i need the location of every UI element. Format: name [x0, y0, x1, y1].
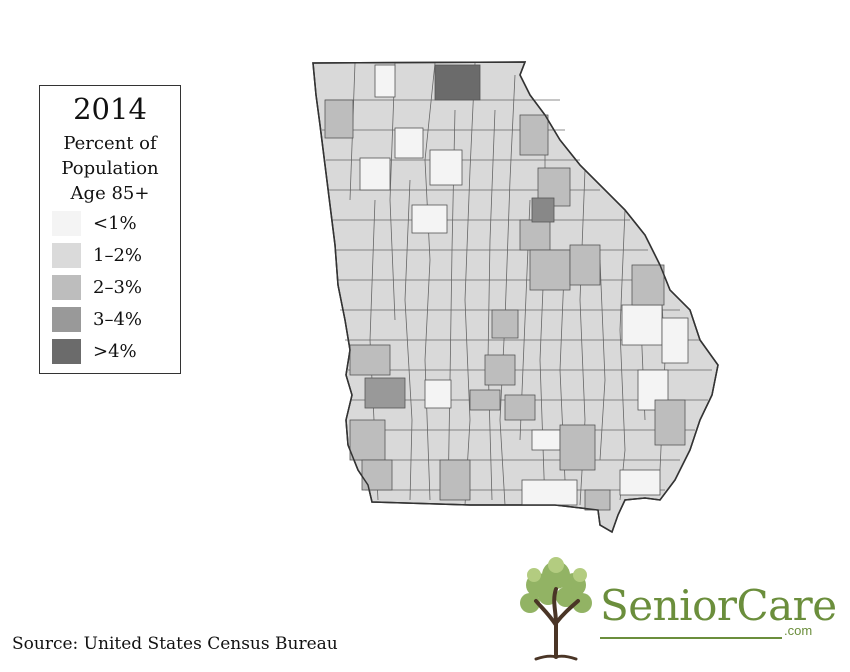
county-gt4 — [434, 64, 481, 101]
county-lt1 — [621, 304, 663, 346]
legend-swatch — [52, 275, 81, 300]
legend-label: 1–2% — [93, 245, 143, 266]
seniorcare-logo: SeniorCare .com — [512, 553, 837, 661]
legend-label: >4% — [93, 341, 137, 362]
brand-domain: .com — [784, 623, 813, 638]
county-2to3 — [529, 249, 571, 291]
county-2to3 — [484, 354, 516, 386]
county-2to3 — [631, 264, 665, 306]
map-legend: 2014 Percent of Population Age 85+ <1% 1… — [39, 85, 181, 374]
county-2to3 — [469, 389, 501, 411]
tree-icon — [520, 557, 592, 661]
legend-subtitle-line: Percent of — [63, 133, 157, 154]
shaded-counties — [324, 64, 689, 511]
legend-item: 1–2% — [52, 243, 142, 268]
legend-swatch — [52, 307, 81, 332]
county-2to3 — [491, 309, 519, 339]
legend-item: >4% — [52, 339, 137, 364]
legend-item: 3–4% — [52, 307, 142, 332]
county-lt1 — [394, 127, 424, 159]
legend-item: 2–3% — [52, 275, 142, 300]
county-lt1 — [521, 479, 578, 506]
legend-swatch — [52, 339, 81, 364]
county-2to3 — [439, 459, 471, 501]
legend-label: 2–3% — [93, 277, 143, 298]
county-3to4 — [364, 377, 406, 409]
county-2to3 — [324, 99, 354, 139]
county-2to3 — [519, 114, 549, 156]
county-lt1 — [531, 429, 561, 451]
county-2to3 — [361, 459, 393, 491]
county-lt1 — [619, 469, 661, 496]
county-2to3 — [569, 244, 601, 286]
legend-swatch — [52, 243, 81, 268]
brand-name: SeniorCare — [600, 581, 837, 630]
county-2to3 — [349, 344, 391, 376]
legend-item: <1% — [52, 211, 137, 236]
legend-subtitle: Percent of Population Age 85+ — [40, 131, 180, 206]
county-lt1 — [661, 317, 689, 364]
legend-label: 3–4% — [93, 309, 143, 330]
legend-swatch — [52, 211, 81, 236]
brand-underline — [600, 637, 782, 639]
county-lt1 — [359, 157, 391, 191]
county-2to3 — [519, 219, 551, 251]
legend-subtitle-line: Age 85+ — [70, 183, 150, 204]
legend-label: <1% — [93, 213, 137, 234]
county-lt1 — [424, 379, 452, 409]
county-lt1 — [374, 64, 396, 98]
legend-year: 2014 — [73, 92, 147, 126]
county-2to3 — [584, 489, 611, 511]
county-2to3 — [504, 394, 536, 421]
county-lt1 — [429, 149, 463, 186]
county-2to3 — [349, 419, 386, 461]
county-lt1 — [411, 204, 448, 234]
county-3to4 — [531, 197, 555, 223]
county-2to3 — [654, 399, 686, 446]
county-2to3 — [559, 424, 596, 471]
legend-subtitle-line: Population — [61, 158, 159, 179]
georgia-state-border — [312, 61, 719, 534]
source-caption: Source: United States Census Bureau — [12, 634, 338, 654]
